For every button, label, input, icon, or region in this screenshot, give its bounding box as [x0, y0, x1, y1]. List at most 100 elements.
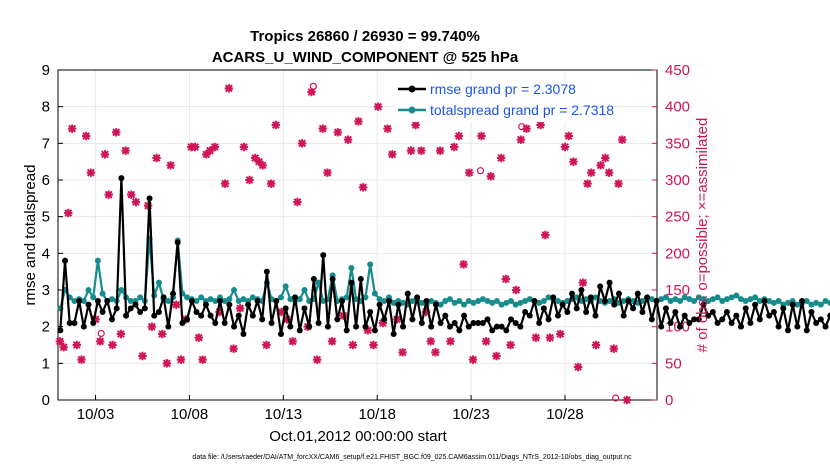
obs-assimilated-marker — [578, 278, 588, 287]
obs-x-shape — [573, 362, 583, 372]
obs-x-shape — [158, 329, 167, 339]
rmse-point — [146, 195, 153, 202]
rmse-point — [432, 301, 439, 308]
obs-x-shape — [147, 322, 157, 331]
rmse-point — [418, 320, 425, 326]
obs-x-shape — [578, 278, 588, 287]
totalspread-point — [512, 301, 519, 308]
rmse-point — [385, 298, 392, 304]
obs-assimilated-marker — [297, 139, 307, 148]
obs-x-shape — [307, 87, 316, 97]
obs-x-shape — [64, 208, 73, 218]
rmse-point — [606, 279, 613, 286]
rmse-point — [324, 323, 331, 330]
obs-assimilated-marker — [152, 153, 161, 163]
rmse-point — [723, 309, 730, 315]
rmse-point — [71, 320, 78, 326]
rmse-point — [428, 323, 435, 330]
rmse-point — [470, 320, 477, 326]
rmse-point — [395, 301, 402, 308]
obs-assimilated-marker — [601, 153, 610, 163]
obs-x-shape — [235, 304, 245, 313]
obs-x-shape — [72, 340, 81, 350]
rmse-point — [165, 323, 172, 330]
obs-x-shape — [108, 340, 117, 350]
totalspread-point — [428, 298, 435, 304]
obs-possible-marker — [518, 123, 526, 131]
rmse-point — [601, 298, 608, 304]
rmse-point — [564, 309, 571, 315]
rmse-point — [127, 305, 134, 312]
rmse-point — [174, 239, 181, 246]
rmse-point — [273, 298, 280, 304]
obs-x-shape — [516, 135, 526, 144]
chart-title: Tropics 26860 / 26930 = 99.740% — [250, 28, 480, 45]
rmse-point — [245, 301, 252, 308]
obs-x-shape — [250, 153, 260, 163]
obs-x-shape — [202, 150, 211, 159]
obs-x-shape — [104, 190, 113, 199]
rmse-point — [287, 323, 294, 330]
obs-assimilated-marker — [587, 168, 596, 177]
obs-x-shape — [131, 197, 141, 207]
rmse-point — [240, 331, 247, 337]
totalspread-point — [390, 299, 397, 306]
obs-assimilated-marker — [258, 161, 267, 170]
obs-x-shape — [622, 395, 632, 405]
totalspread-point — [695, 294, 702, 301]
rmse-point — [540, 305, 547, 312]
rmse-point — [104, 298, 111, 304]
totalspread-point — [418, 299, 425, 306]
rmse-point — [662, 305, 669, 312]
obs-assimilated-marker — [323, 168, 332, 177]
obs-x-shape — [81, 131, 91, 141]
obs-x-shape — [86, 168, 96, 177]
obs-x-shape — [162, 359, 172, 368]
rmse-point — [155, 309, 162, 315]
rmse-point — [738, 323, 745, 330]
obs-x-shape — [560, 142, 570, 152]
rmse-point — [775, 323, 782, 330]
rmse-point — [484, 316, 491, 323]
totalspread-point — [648, 296, 655, 303]
obs-x-shape — [459, 260, 468, 269]
obs-x-shape — [446, 337, 455, 346]
rmse-point — [348, 279, 355, 286]
totalspread-point — [620, 298, 627, 304]
obs-assimilated-marker — [131, 197, 141, 207]
rmse-point — [461, 312, 468, 319]
x-axis-label: Oct.01,2012 00:00:00 start — [269, 428, 447, 445]
obs-x-shape — [343, 135, 353, 144]
obs-assimilated-marker — [67, 124, 77, 133]
rmse-point — [761, 298, 768, 304]
obs-x-shape — [601, 153, 610, 163]
totalspread-point — [817, 301, 824, 308]
obs-x-shape — [541, 230, 550, 240]
obs-assimilated-marker — [327, 337, 337, 346]
totalspread-point — [155, 279, 162, 286]
obs-assimilated-marker — [516, 135, 526, 144]
rmse-point — [756, 316, 763, 323]
totalspread-point — [475, 298, 482, 304]
rmse-point — [296, 327, 303, 334]
obs-assimilated-marker — [596, 161, 605, 170]
rmse-point — [653, 298, 660, 304]
obs-assimilated-marker — [194, 333, 204, 342]
obs-assimilated-marker — [245, 175, 254, 185]
obs-x-shape — [426, 337, 435, 346]
obs-assimilated-marker — [531, 333, 541, 342]
rmse-point — [301, 305, 308, 312]
obs-x-shape — [450, 142, 459, 152]
obs-x-shape — [312, 355, 322, 364]
rmse-point — [141, 305, 148, 312]
totalspread-point — [677, 298, 684, 304]
rmse-point — [508, 316, 515, 323]
totalspread-point — [240, 296, 247, 303]
obs-assimilated-marker — [417, 146, 426, 155]
totalspread-point — [672, 296, 679, 303]
obs-x-shape — [348, 340, 358, 350]
totalspread-point — [442, 298, 449, 304]
obs-x-shape — [333, 128, 342, 137]
rmse-point — [62, 257, 69, 264]
rmse-point — [118, 175, 125, 182]
